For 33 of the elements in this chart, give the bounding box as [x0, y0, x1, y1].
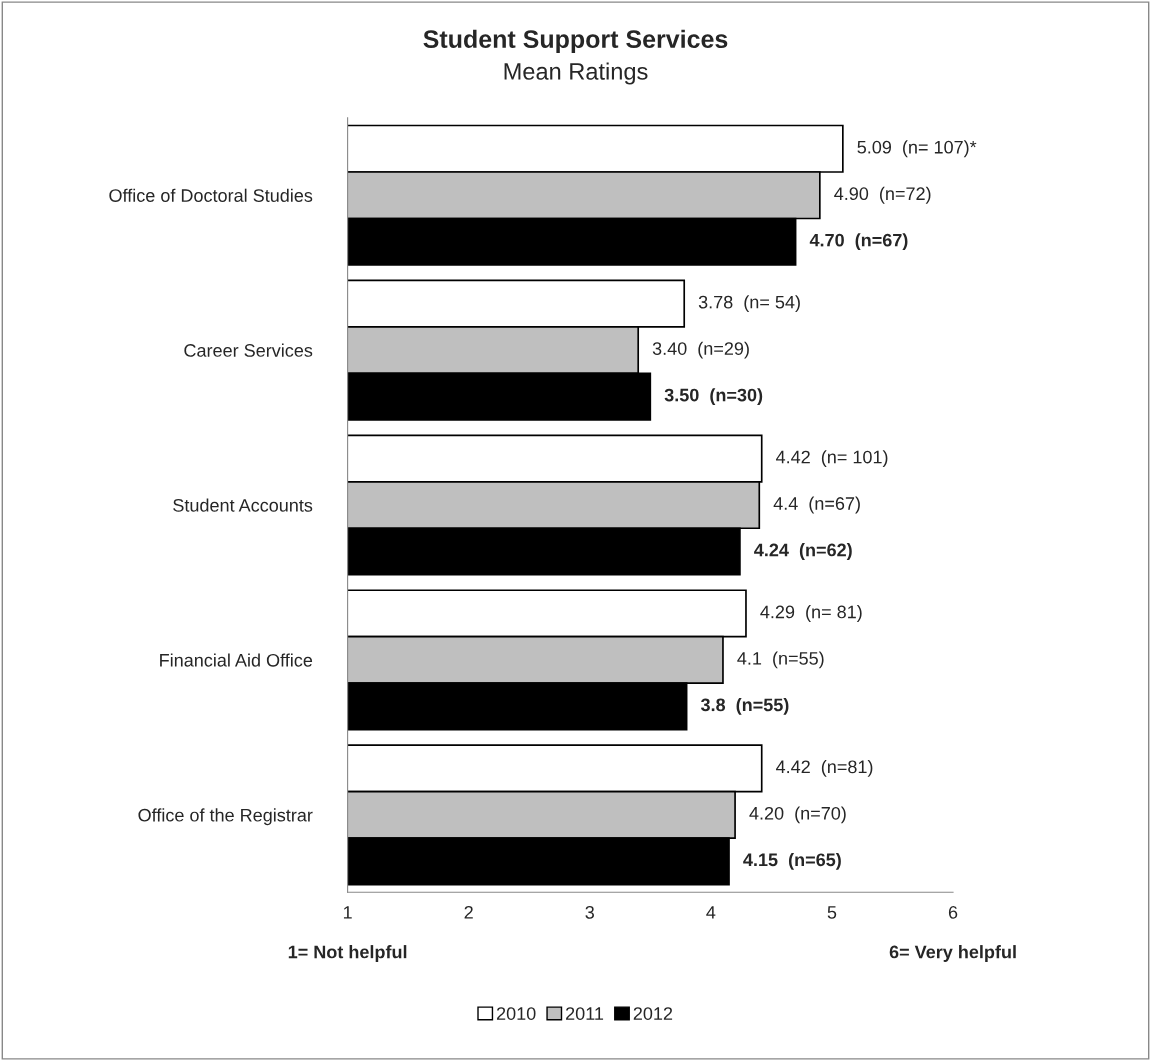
x-tick-label: 2 — [464, 905, 473, 919]
data-label: 4.70 (n=67) — [809, 233, 908, 251]
data-label: 3.78 (n= 54) — [698, 295, 800, 313]
y-tick-label: Office of the Registrar — [138, 808, 313, 826]
x-tick-label: 6 — [948, 905, 958, 919]
x-tick-label: 1 — [343, 906, 352, 919]
data-label: 4.24 (n=62) — [754, 543, 852, 560]
data-label: 4.29 (n= 81) — [760, 605, 862, 622]
data-label: 3.40 (n=29) — [652, 341, 749, 359]
y-tick-label: Financial Aid Office — [160, 653, 313, 667]
data-label: 3.50 (n=30) — [664, 388, 763, 406]
chart-subtitle: Mean Ratings — [504, 62, 648, 85]
legend-label: 2011 — [566, 1007, 604, 1020]
data-label: 4.15 (n=65) — [743, 852, 841, 870]
data-label: 5.09 (n= 107)* — [857, 140, 977, 158]
data-label: 4.42 (n= 101) — [776, 450, 888, 467]
x-tick-label: 5 — [827, 906, 837, 919]
data-label: 3.8 (n=55) — [700, 698, 789, 715]
data-label: 4.20 (n=70) — [749, 806, 846, 824]
data-label: 4.42 (n=81) — [776, 759, 873, 777]
chart-title: Student Support Services — [423, 29, 728, 53]
y-tick-label: Office of Doctoral Studies — [109, 188, 313, 202]
data-label: 4.1 (n=55) — [737, 651, 824, 669]
x-tick-label: 3 — [585, 905, 594, 919]
text: 1= Not helpful — [288, 945, 407, 962]
legend-label: 2010 — [496, 1007, 536, 1020]
data-label: 4.90 (n=72) — [834, 186, 931, 204]
data-label: 4.4 (n=67) — [773, 496, 860, 514]
legend-label: 2012 — [633, 1007, 673, 1020]
x-tick-label: 4 — [706, 906, 716, 919]
text: 6= Very helpful — [889, 945, 1016, 962]
y-tick-label: Career Services — [184, 343, 313, 357]
y-tick-label: Student Accounts — [173, 498, 313, 512]
